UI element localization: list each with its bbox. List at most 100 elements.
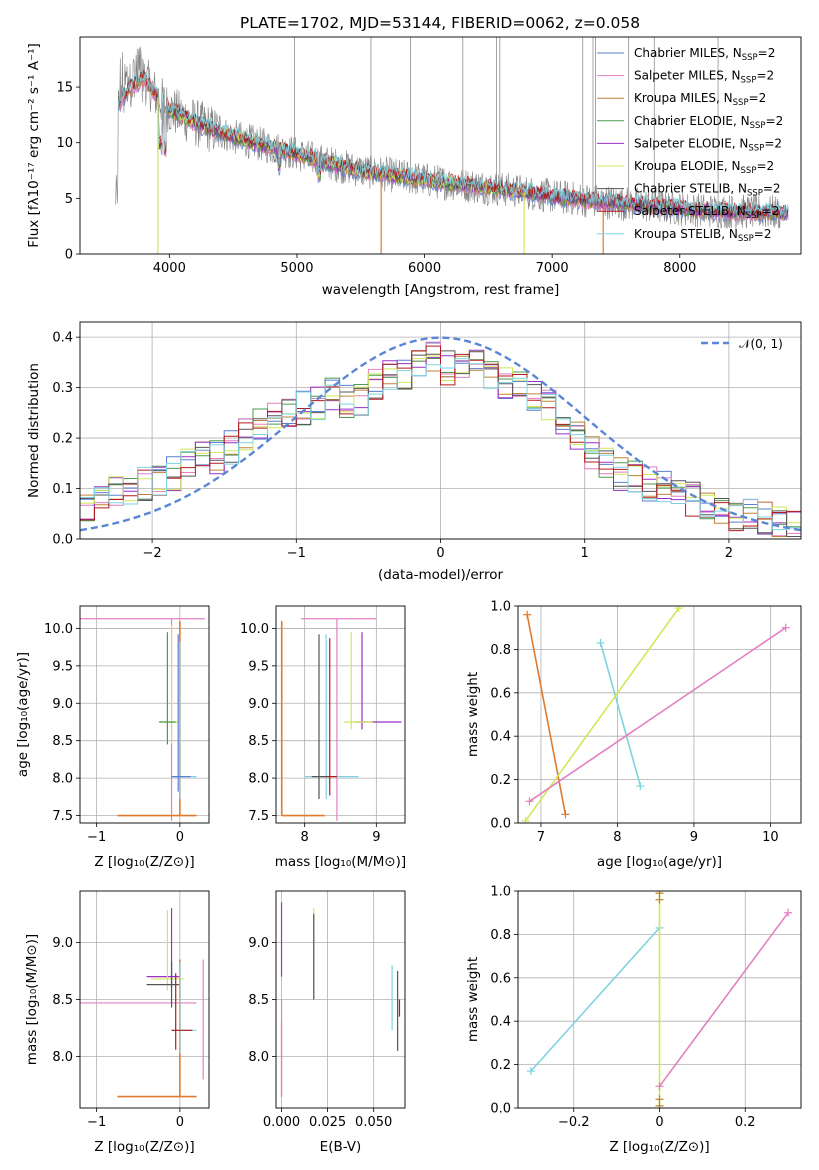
x-tick-label: 5000 xyxy=(280,261,313,276)
x-tick-label: 0.025 xyxy=(309,1115,346,1130)
x-axis-label: age [log₁₀(age/yr)] xyxy=(597,854,722,870)
x-tick-label: 7000 xyxy=(536,261,569,276)
weight-line xyxy=(599,642,642,787)
legend-tail: =2 xyxy=(763,182,781,196)
x-tick-label: 8 xyxy=(613,830,621,845)
y-tick-label: 10.0 xyxy=(240,622,269,637)
y-tick-label: 7.5 xyxy=(52,809,73,824)
plot-area xyxy=(280,618,402,821)
weight-line xyxy=(524,607,680,822)
weight-line xyxy=(658,912,789,1087)
weight-line xyxy=(529,627,787,802)
y-tick-label: 0 xyxy=(65,248,73,263)
y-axis-label: Normed distribution xyxy=(26,363,42,498)
x-tick-label: 8 xyxy=(301,830,309,845)
axes-frame xyxy=(517,605,802,824)
x-tick-label: 0 xyxy=(176,1115,184,1130)
y-tick-label: 8.5 xyxy=(52,734,73,749)
x-axis-label: Z [log₁₀(Z/Z⊙)] xyxy=(94,854,194,870)
x-tick-label: 2 xyxy=(725,546,733,561)
axes-frame xyxy=(79,36,802,255)
y-tick-label: 10.0 xyxy=(44,622,73,637)
weight-line xyxy=(530,927,661,1072)
legend-entry: Salpeter MILES, NSSP=2 xyxy=(634,69,774,86)
x-tick-label: −0.2 xyxy=(558,1115,590,1130)
plot-area xyxy=(80,908,204,1098)
normal-curve xyxy=(80,336,801,532)
y-tick-label: 0.2 xyxy=(490,773,511,788)
y-tick-label: 8.0 xyxy=(52,772,73,787)
legend-tail: =2 xyxy=(762,204,780,218)
plot-area xyxy=(526,891,793,1108)
legend-subscript: SSP xyxy=(741,76,757,86)
y-tick-label: 0.8 xyxy=(490,928,511,943)
legend-entry: Kroupa STELIB, NSSP=2 xyxy=(634,227,772,244)
y-tick-label: 15 xyxy=(56,81,73,96)
x-axis-label: wavelength [Angstrom, rest frame] xyxy=(322,282,560,298)
x-tick-label: 4000 xyxy=(153,261,186,276)
x-tick-label: 9 xyxy=(690,830,698,845)
legend-subscript: SSP xyxy=(741,166,757,176)
x-tick-label: −2 xyxy=(143,546,162,561)
mass-weight-vs-metallicity-panel: −0.2 0 0.2 0.0 0.2 0.4 0.6 0.8 1.0 Z [log₁₀(Z/Z⊙)… xyxy=(465,885,802,1155)
legend-entry: Chabrier MILES, NSSP=2 xyxy=(634,46,775,63)
mass-vs-metallicity-panel: −1 0 8.0 8.5 9.0 Z [log₁₀(Z/Z⊙)] mass [log₁₀(M… xyxy=(24,890,210,1155)
y-tick-label: 0.2 xyxy=(52,432,73,447)
y-tick-label: 0.0 xyxy=(52,533,73,548)
x-tick-label: 8000 xyxy=(663,261,696,276)
legend-label: Chabrier ELODIE, N xyxy=(634,114,750,128)
y-axis-label: age [log₁₀(age/yr)] xyxy=(15,652,31,777)
legend-label: Salpeter ELODIE, N xyxy=(634,136,748,150)
x-tick-label: 0 xyxy=(176,830,184,845)
y-tick-label: 9.0 xyxy=(248,936,269,951)
plot-area xyxy=(521,606,790,823)
y-tick-label: 8.5 xyxy=(248,993,269,1008)
y-tick-label: 0.4 xyxy=(52,331,73,346)
x-tick-label: 9 xyxy=(372,830,380,845)
y-tick-label: 9.5 xyxy=(52,659,73,674)
x-tick-label: 10 xyxy=(762,830,779,845)
legend-subscript: SSP xyxy=(748,143,764,153)
y-axis-label: mass weight xyxy=(465,672,481,757)
legend-tail: =2 xyxy=(756,159,774,173)
plot-area xyxy=(115,37,789,254)
y-tick-label: 9.0 xyxy=(52,697,73,712)
legend-tail: =2 xyxy=(764,136,782,150)
y-tick-label: 9.5 xyxy=(248,659,269,674)
x-tick-label: −1 xyxy=(87,830,106,845)
y-tick-label: 10 xyxy=(56,136,73,151)
legend-label: Kroupa ELODIE, N xyxy=(634,159,741,173)
legend-entry: Kroupa ELODIE, NSSP=2 xyxy=(634,159,774,176)
y-tick-label: 5 xyxy=(65,192,73,207)
legend-label: Kroupa STELIB, N xyxy=(634,227,738,241)
y-tick-label: 0.0 xyxy=(490,817,511,832)
x-tick-label: 0 xyxy=(655,1115,663,1130)
y-tick-label: 1.0 xyxy=(490,885,511,900)
y-tick-label: 0.1 xyxy=(52,482,73,497)
legend-tail: =2 xyxy=(766,114,784,128)
y-tick-label: 0.2 xyxy=(490,1058,511,1073)
chart-title: PLATE=1702, MJD=53144, FIBERID=0062, z=0… xyxy=(240,14,640,32)
x-axis-label: Z [log₁₀(Z/Z⊙)] xyxy=(609,1139,709,1155)
age-vs-mass-panel: 8 9 7.5 8.0 8.5 9.0 9.5 10.0 mass [log₁₀(M/M⊙)] xyxy=(240,605,406,870)
normal-legend-label: 𝒩(0, 1) xyxy=(739,337,783,351)
y-tick-label: 1.0 xyxy=(490,600,511,615)
y-tick-label: 0.4 xyxy=(490,730,511,745)
legend-subscript: SSP xyxy=(738,234,754,244)
y-tick-label: 0.3 xyxy=(52,381,73,396)
legend-tail: =2 xyxy=(749,91,767,105)
y-tick-label: 9.0 xyxy=(52,936,73,951)
x-tick-label: 7 xyxy=(537,830,545,845)
x-tick-label: 6000 xyxy=(408,261,441,276)
legend-label: Salpeter MILES, N xyxy=(634,69,741,83)
y-tick-label: 8.0 xyxy=(52,1050,73,1065)
axes-frame xyxy=(275,605,406,824)
legend-subscript: SSP xyxy=(746,211,762,221)
mass-weight-vs-age-panel: 7 8 9 10 0.0 0.2 0.4 0.6 0.8 1.0 age [log₁₀(age/yr… xyxy=(465,600,802,870)
y-axis-label: mass [log₁₀(M/M⊙)] xyxy=(24,934,40,1065)
y-tick-label: 8.0 xyxy=(248,1050,269,1065)
legend-tail: =2 xyxy=(754,227,772,241)
residual-histogram-panel: −2 −1 0 1 2 0.0 0.1 0.2 0.3 0.4 𝒩(0, 1) (data-model… xyxy=(26,321,802,583)
